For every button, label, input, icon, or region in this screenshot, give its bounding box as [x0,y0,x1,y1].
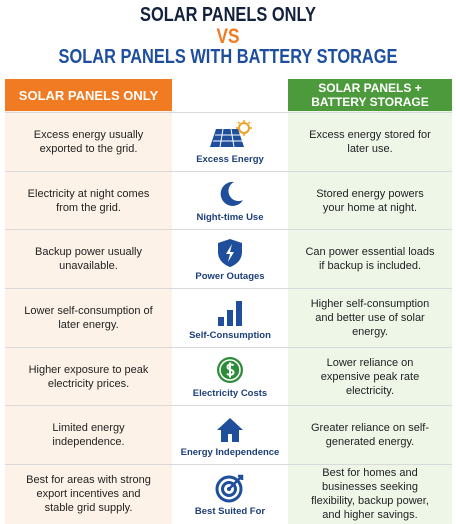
icon-solar [210,119,252,147]
row-label: Power Outages [195,271,265,283]
header-left: SOLAR PANELS ONLY [5,79,172,111]
middle: Electricity Costs [172,348,288,406]
left-text: Electricity at night comes from the grid… [27,187,150,214]
middle: Night-time Use [172,172,288,230]
row: Electricity at night comes from the grid… [5,170,452,230]
row: Lower self-consumption of later energy. … [5,288,452,347]
row: Higher exposure to peak electricity pric… [5,346,452,406]
middle: Power Outages [172,230,288,288]
icon-dollar [217,357,243,384]
middle: Self-Consumption [172,289,288,347]
right-text: Lower reliance on expensive peak rate el… [320,356,420,397]
right-text: Higher self-consumption and better use o… [310,297,430,338]
icon-house [217,418,243,443]
row: Limited energy independence. Energy Inde… [5,405,452,464]
right-text: Stored energy powers your home at night. [316,187,424,214]
row-label: Night-time Use [196,212,264,224]
right-text: Excess energy stored for later use. [309,128,431,155]
title: SOLAR PANELS WITH BATTERY STORAGE [58,46,398,68]
column-background [5,111,172,524]
row-label: Excess Energy [196,153,264,165]
left-text: Lower self-consumption of later energy. [24,304,153,331]
row: Excess energy usually exported to the gr… [5,112,452,171]
title: SOLAR PANELS ONLY [140,4,316,26]
column-background [288,111,452,524]
icon-target [215,474,244,503]
left-text: Excess energy usually exported to the gr… [33,128,144,155]
icon-shield [218,239,242,268]
row-label: Energy Independence [180,447,280,459]
row-label: Best Suited For [194,505,266,517]
row: Best for areas with strong export incent… [5,464,452,523]
left-text: Best for areas with strong export incent… [26,473,151,514]
icon-moon [220,182,243,207]
row-label: Electricity Costs [192,388,268,400]
header-right: SOLAR PANELS + BATTERY STORAGE [288,79,452,111]
left-text: Higher exposure to peak electricity pric… [28,363,149,390]
left-text: Backup power usually unavailable. [34,246,142,273]
right-text: Can power essential loads if backup is i… [305,246,435,273]
row-label: Self-Consumption [189,329,271,341]
title-vs: VS [216,25,240,48]
row: Backup power usually unavailable. Power … [5,229,452,288]
right-text: Greater reliance on self-generated energ… [311,422,429,449]
middle: Energy Independence [172,406,288,464]
rows: Excess energy usually exported to the gr… [5,112,452,523]
left-text: Limited energy independence. [52,422,125,449]
middle: Best Suited For [172,465,288,523]
middle: Excess Energy [172,113,288,171]
icon-bars [218,300,242,326]
right-text: Best for homes and businesses seeking fl… [311,466,429,521]
